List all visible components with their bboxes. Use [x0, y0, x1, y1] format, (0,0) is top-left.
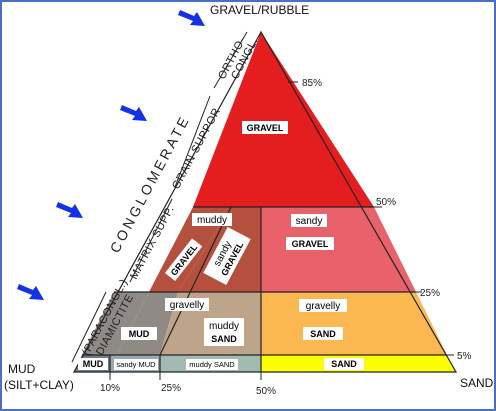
tick-label-bottom-10: 10%	[100, 383, 120, 394]
region-gravelly-sand	[261, 292, 447, 355]
svg-text:gravelly: gravelly	[306, 301, 340, 312]
label-gravelly-mud: gravelly MUD	[121, 298, 209, 340]
tick-label-50: 50%	[376, 197, 396, 208]
sand-corner-label: SAND	[460, 376, 494, 390]
region-gravelly-mud-left	[82, 292, 149, 355]
tick-label-85: 85%	[302, 78, 322, 89]
svg-text:MUD: MUD	[129, 329, 150, 339]
arrow-3	[56, 202, 83, 218]
label-sandy-gravel-diag: sandy GRAVEL	[203, 226, 251, 286]
tick-label-bottom-50: 50%	[256, 386, 276, 397]
label-mud: MUD	[78, 358, 108, 370]
label-gravel: GRAVEL	[242, 121, 288, 134]
svg-text:muddy SAND: muddy SAND	[189, 360, 235, 369]
svg-text:muddy: muddy	[197, 215, 227, 226]
svg-text:gravelly: gravelly	[170, 300, 204, 311]
mud-corner-label: MUD	[8, 362, 36, 376]
arrow-1	[178, 10, 205, 26]
label-sand: SAND	[324, 358, 364, 370]
svg-text:sandy MUD: sandy MUD	[116, 360, 156, 369]
tick-label-25: 25%	[420, 288, 440, 299]
tick-label-5: 5%	[457, 351, 472, 362]
svg-text:SAND: SAND	[331, 359, 357, 369]
bracket-paracongl	[71, 291, 107, 363]
svg-text:MUD: MUD	[83, 359, 104, 369]
label-sandy-mud: sandy MUD	[114, 359, 158, 370]
region-gravel	[193, 32, 374, 207]
svg-text:sandy: sandy	[296, 216, 323, 227]
bracket-grain-support	[174, 95, 211, 188]
svg-text:GRAVEL: GRAVEL	[247, 123, 284, 133]
triangle-outline	[72, 30, 458, 373]
label-gravelly-sand: gravelly SAND	[299, 299, 347, 340]
svg-text:muddy: muddy	[209, 321, 239, 332]
svg-text:SAND: SAND	[211, 334, 237, 344]
bracket-ortho	[213, 31, 248, 89]
svg-text:GRAVEL: GRAVEL	[292, 239, 329, 249]
region-sandy-gravel	[261, 207, 416, 292]
apex-label: GRAVEL/RUBBLE	[210, 3, 309, 17]
label-muddy-sand: muddy SAND	[186, 359, 238, 370]
label-gravelly-muddy-sand: muddy SAND	[204, 318, 244, 346]
boundary-diagonal	[159, 206, 232, 356]
silt-clay-label: (SILT+CLAY)	[4, 378, 74, 392]
arrow-4	[17, 284, 44, 300]
arrow-2	[120, 105, 147, 121]
label-sandy-gravel: sandy GRAVEL	[286, 214, 334, 250]
label-muddy-gravel-top: muddy	[192, 213, 232, 226]
bracket-matrix-supp	[129, 198, 173, 283]
svg-text:SAND: SAND	[310, 329, 336, 339]
tick-label-bottom-25: 25%	[161, 383, 181, 394]
